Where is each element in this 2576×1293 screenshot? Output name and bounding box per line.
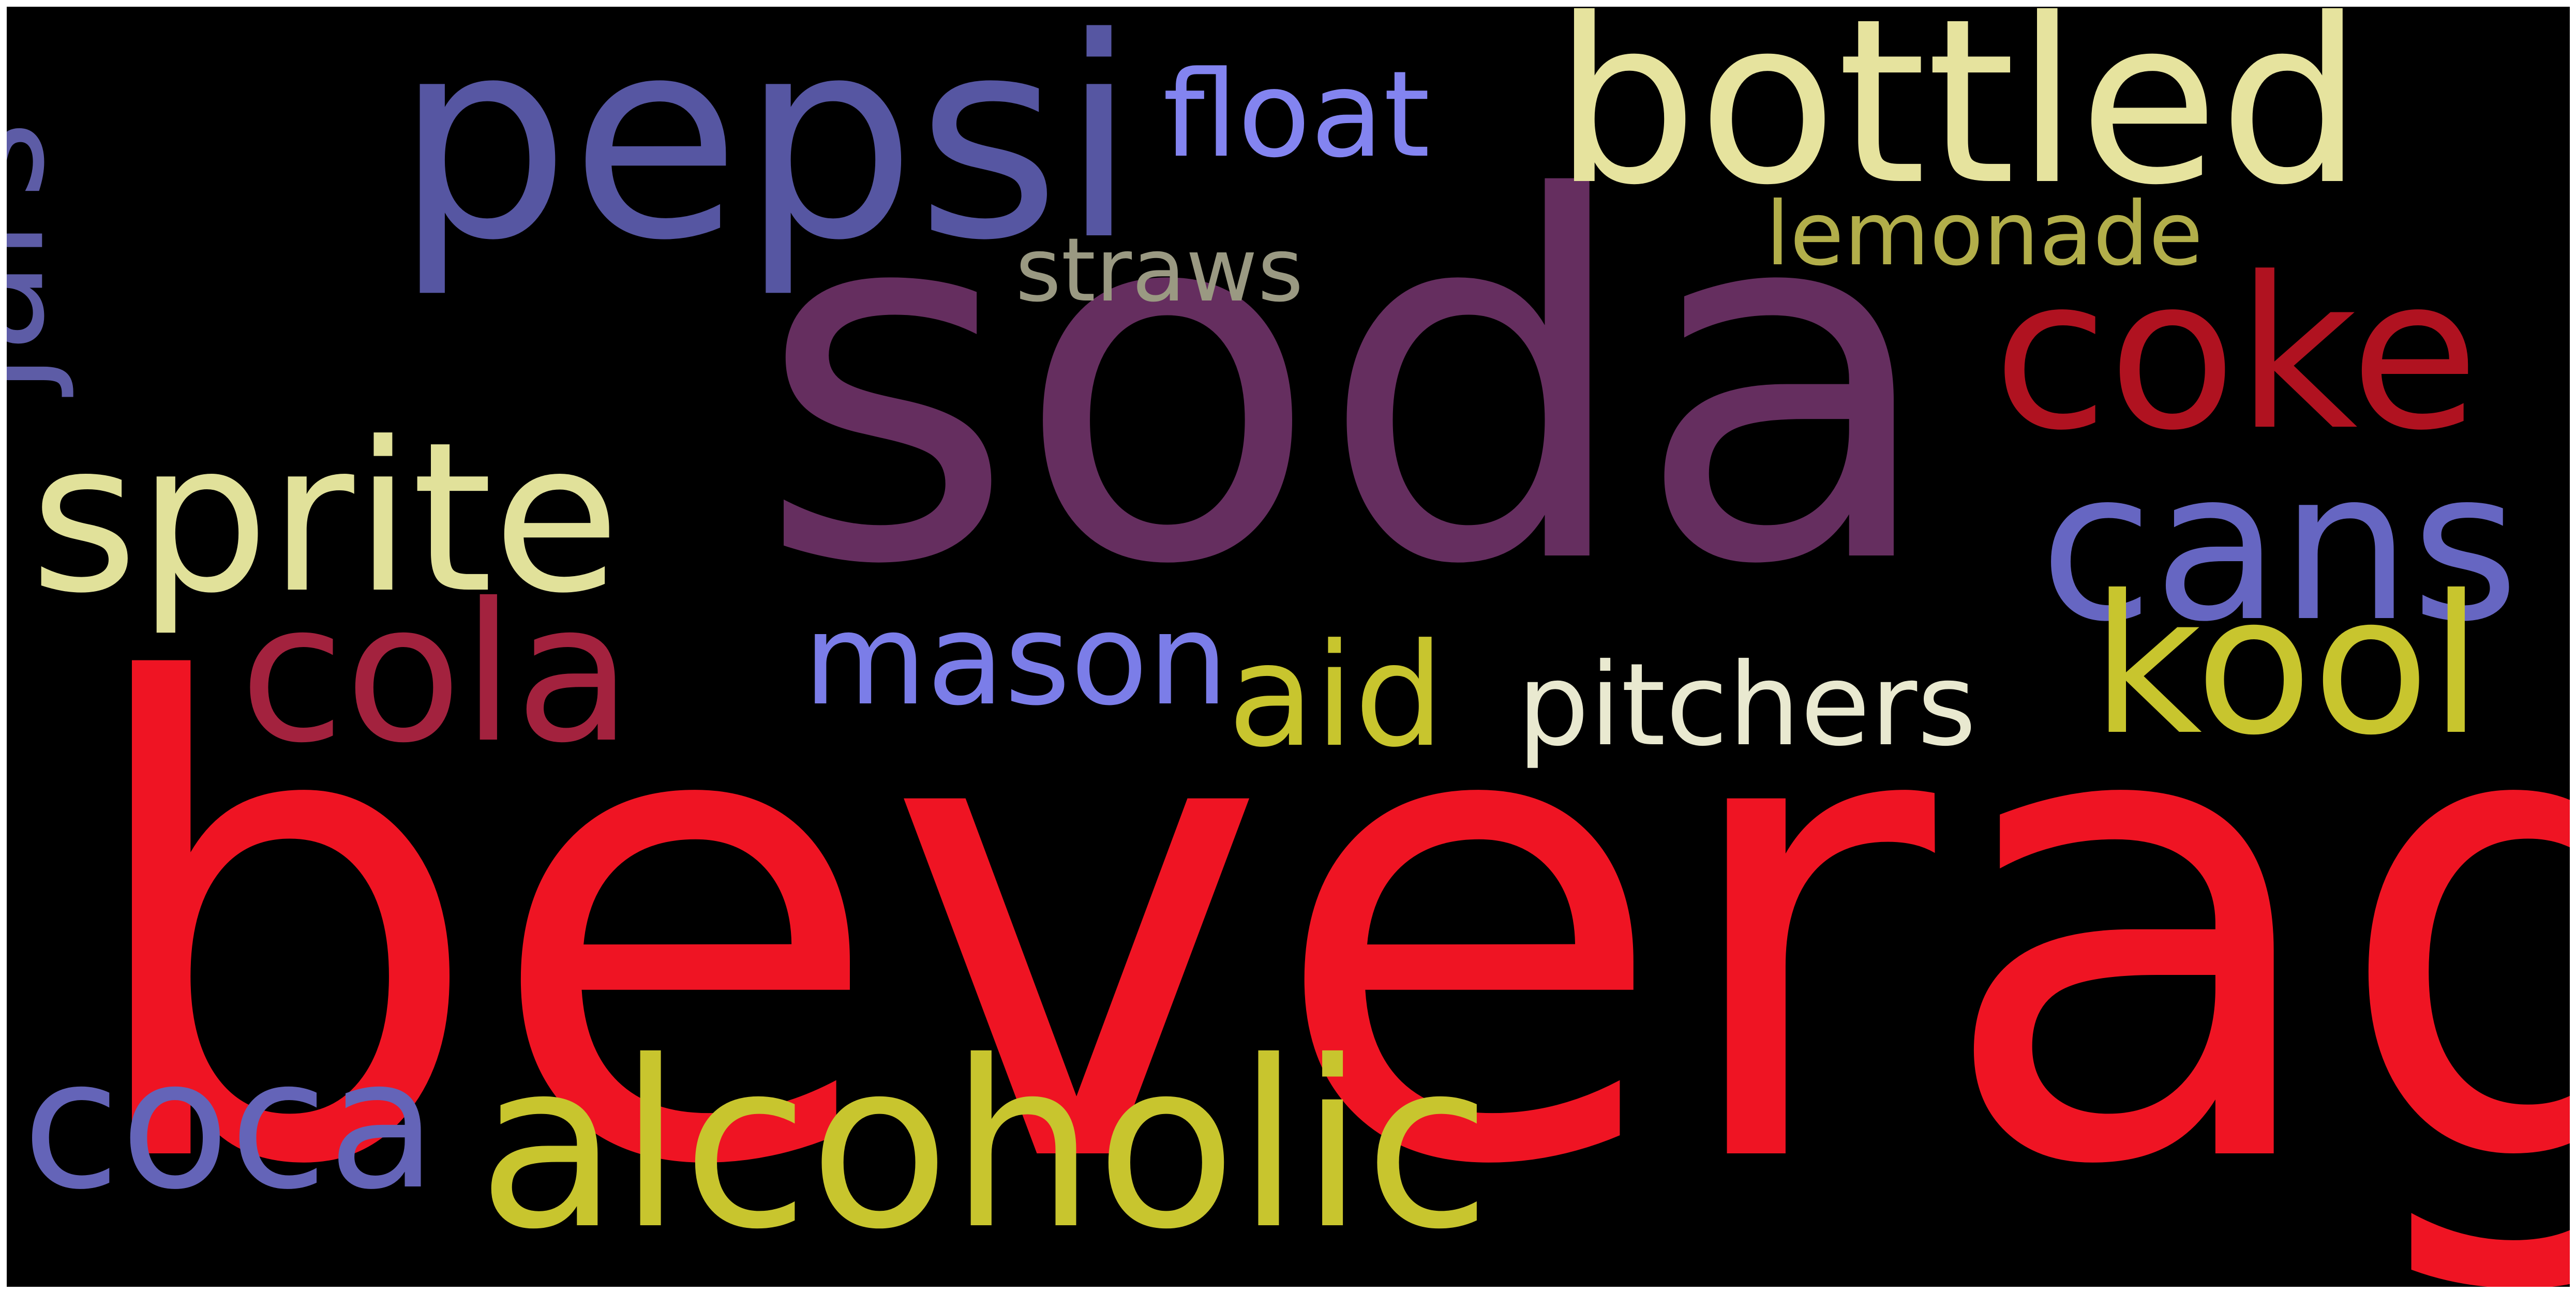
word-aid: aid: [1227, 613, 1445, 778]
word-pitchers: pitchers: [1517, 639, 1976, 771]
word-cans: cans: [2040, 427, 2519, 667]
word-bottled: bottled: [1553, 7, 2363, 235]
word-mason: mason: [803, 586, 1229, 733]
word-kool: kool: [2091, 555, 2483, 777]
word-cloud: beverage soda pepsi bottled alcoholic sp…: [7, 7, 2570, 1287]
word-sprite: sprite: [30, 398, 620, 639]
word-beverage: beverage: [73, 551, 2570, 1287]
word-coca: coca: [22, 1021, 437, 1229]
word-soda: soda: [757, 95, 1939, 673]
word-coke: coke: [1993, 232, 2479, 476]
word-straws: straws: [1015, 219, 1304, 322]
word-float: float: [1163, 46, 1430, 184]
word-pepsi: pepsi: [395, 7, 1137, 301]
word-alcoholic: alcoholic: [477, 1012, 1491, 1280]
word-cola: cola: [239, 563, 633, 785]
word-lemonade: lemonade: [1765, 183, 2203, 285]
word-jars: jars: [7, 121, 78, 395]
